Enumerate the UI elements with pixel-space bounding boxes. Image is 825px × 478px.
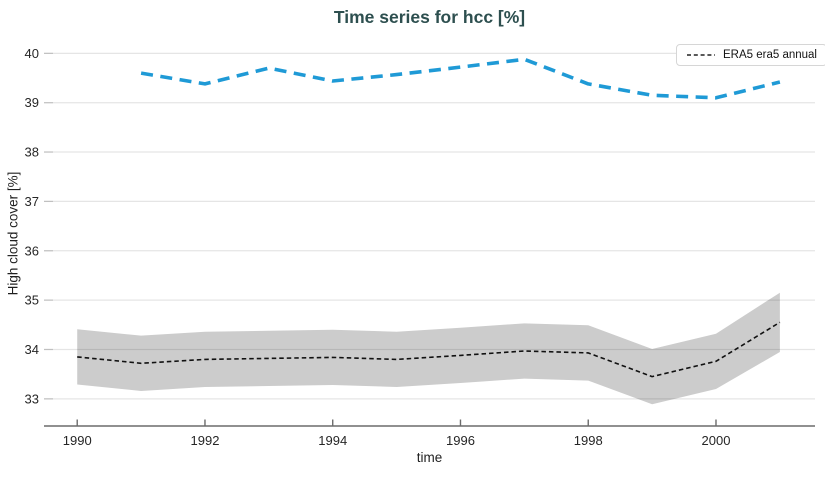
x-tick-label: 1990 (63, 433, 92, 448)
legend-dashed-line-sample (687, 54, 715, 56)
y-tick-label: 40 (25, 46, 39, 61)
x-tick-label: 1998 (574, 433, 603, 448)
x-axis-title: time (416, 450, 443, 465)
legend: ERA5 era5 annual (676, 44, 825, 66)
y-tick-label: 37 (25, 194, 39, 209)
uncertainty-band (77, 292, 780, 405)
y-tick-label: 36 (25, 243, 39, 258)
y-tick-label: 39 (25, 95, 39, 110)
y-tick-label: 33 (25, 391, 39, 406)
x-tick-label: 1992 (191, 433, 220, 448)
x-tick-label: 1994 (318, 433, 347, 448)
y-tick-label: 34 (25, 342, 39, 357)
x-tick-label: 2000 (702, 433, 731, 448)
chart-title: Time series for hcc [%] (333, 7, 526, 27)
y-axis-title: High cloud cover [%] (5, 171, 21, 296)
y-tick-label: 38 (25, 145, 39, 160)
x-tick-label: 1996 (446, 433, 475, 448)
legend-label: ERA5 era5 annual (723, 49, 817, 61)
blue-dashed-line (140, 57, 781, 100)
y-tick-label: 35 (25, 293, 39, 308)
